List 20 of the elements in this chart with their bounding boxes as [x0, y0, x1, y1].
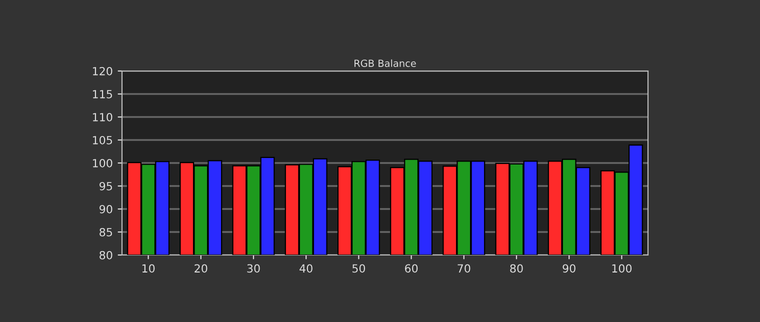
x-tick-label: 90	[562, 264, 576, 273]
y-tick-label: 80	[100, 250, 112, 260]
y-tick-label: 85	[100, 228, 112, 236]
x-tick-label: 80	[510, 264, 523, 273]
y-tick-label: 95	[100, 182, 112, 190]
x-tick-label: 40	[300, 264, 312, 273]
y-tick-label: 90	[100, 204, 112, 214]
x-tick-label: 20	[194, 264, 208, 273]
y-tick-label: 120	[92, 66, 112, 76]
y-tick-label: 115	[92, 90, 112, 98]
x-tick-label: 50	[352, 264, 366, 273]
x-tick-label: 30	[247, 264, 260, 273]
y-tick-label: 100	[92, 158, 112, 168]
y-tick-label: 110	[92, 112, 112, 122]
x-tick-label: 60	[405, 264, 418, 273]
x-tick-label: 100	[612, 264, 632, 273]
y-tick-label: 105	[92, 136, 112, 144]
x-tick-label: 70	[458, 264, 470, 273]
chart-title: RGB Balance	[354, 59, 416, 67]
x-tick-label: 10	[142, 264, 155, 273]
